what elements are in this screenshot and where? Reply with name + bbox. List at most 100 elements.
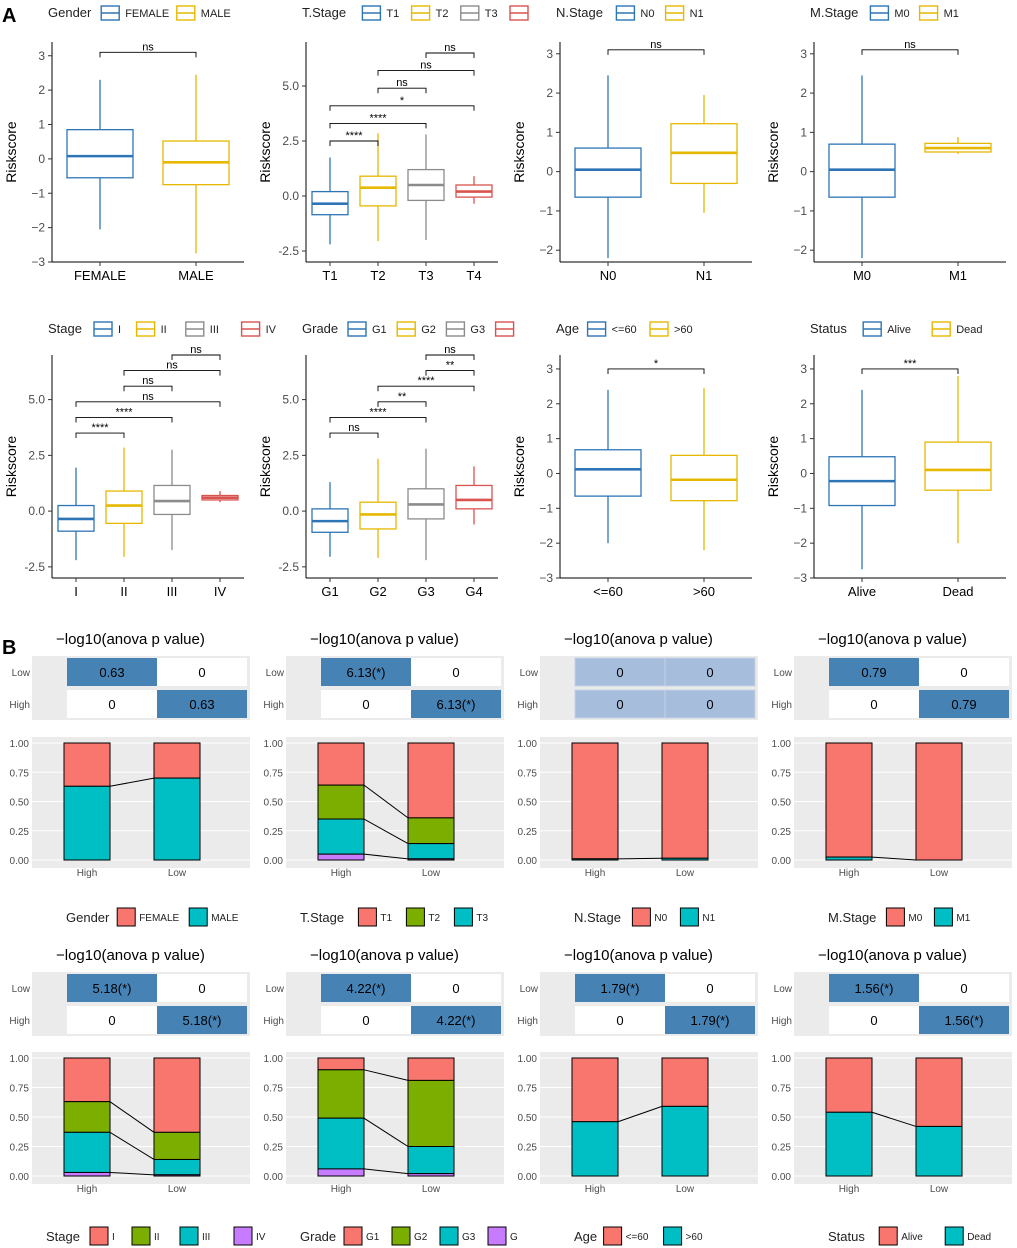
bar-x-tick-label: Low [676,1184,695,1195]
heatmap-cell [829,690,919,718]
bar-segment->60 [571,1121,619,1177]
heatmap-cell-value: 1.79(*) [600,981,639,996]
legend-title: Status [810,321,847,336]
box-iqr [359,175,397,207]
heatmap-cell-value: 0 [362,697,369,712]
heatmap-cell-value: 0 [108,1013,115,1028]
bar-y-tick-label: 0.75 [518,768,538,779]
segment-connector [109,1131,155,1160]
bar-y-tick-label: 1.00 [518,739,538,750]
legend-label: N1 [702,913,715,924]
legend-swatch [439,1226,459,1246]
legend-a3: N.Stage N0 N1 [556,5,704,21]
bar-segment-IV [63,1171,111,1177]
significance-label: *** [904,358,918,370]
significance-label: * [654,358,659,370]
x-tick-label: Dead [942,584,973,599]
comparison-bracket: **** [329,406,427,423]
legend-label: N1 [690,8,704,20]
boxplot-a8: Status Alive Dead Riskscore −3 −2 −1 0 1 2 3 Alive D… [765,321,1006,599]
legend-a6: Grade G1 G2 G3 [302,321,515,337]
significance-label: ns [904,39,916,51]
y-tick-label: −2 [539,243,553,257]
comparison-bracket: ns [123,375,173,392]
heatmap-cell-value: 0 [198,981,205,996]
legend-key [361,5,382,21]
legend-swatch [405,907,425,927]
bar-y-tick-label: 0.00 [264,1172,284,1183]
bar-y-tick-label: 0.50 [264,1113,284,1124]
heatmap-cell [157,690,247,718]
heatmap-title: −log10(anova p value) [564,947,713,964]
legend-a4: M.Stage M0 M1 [810,5,959,21]
heatmap-cell [665,974,755,1002]
legend-title: M.Stage [828,910,876,925]
comparison-bracket: **** [329,112,427,129]
legend-key [347,321,367,337]
y-tick-label: -2.5 [24,560,45,574]
heatmap-cell [575,974,665,1002]
legend-label: M0 [894,8,909,20]
bar-segment-G2 [407,1079,455,1148]
y-tick-label: 1 [800,432,807,446]
legend-label: >60 [686,1232,703,1243]
heatmap-cell-value: 5.18(*) [92,981,131,996]
heatmap-cell [411,658,501,686]
y-tick-label: −1 [539,204,553,218]
legend-key [869,5,890,21]
y-tick-label: 3 [800,362,807,376]
x-tick-label: >60 [693,584,715,599]
bar-x-tick-label: High [585,1184,606,1195]
legend-label: G2 [414,1232,428,1243]
heatmap-title: −log10(anova p value) [56,947,205,964]
bar-segment-M1 [825,856,873,861]
legend-a5: Stage I II III IV [48,321,277,337]
box-G1 [311,482,349,557]
box-G2 [359,458,397,558]
heatmap-cell [411,690,501,718]
legend-swatch [188,907,208,927]
significance-label: **** [91,422,109,434]
legend-label: Alive [887,324,911,336]
bar-y-tick-label: 0.75 [518,1084,538,1095]
heatmap-cell-value: 0 [706,697,713,712]
significance-label: **** [369,406,387,418]
comparison-bracket: ns [425,344,475,360]
legend-b4: M.Stage M0 M1 [828,907,971,927]
bar-segment-<=60 [661,1057,709,1107]
bar-y-tick-label: 1.00 [264,1054,284,1065]
bar-segment-Alive [915,1057,963,1127]
box-I [57,467,95,561]
significance-label: **** [115,406,133,418]
heatmap-cell [321,1006,411,1034]
bar-segment-T3 [407,843,455,860]
bracket-line [425,52,475,58]
heatmap-row-label: High [517,700,538,711]
legend-key [240,321,261,337]
bracket-line [329,416,427,423]
stacked-panel-b1: −log10(anova p value) Low 0.63 0 High 0 0.63 0.… [9,631,250,927]
heatmap-cell-value: 0 [706,665,713,680]
legend-label: N0 [654,913,667,924]
legend-label: I [112,1232,115,1243]
box-N1 [670,95,738,213]
bar-x-tick-label: High [839,868,860,879]
significance-label: ns [348,422,360,434]
bar-y-tick-label: 0.50 [772,1113,792,1124]
legend-a8: Status Alive Dead [810,321,982,337]
y-tick-label: 3 [38,49,45,63]
box-III [153,449,191,551]
heatmap-cell-value: 0 [452,981,459,996]
legend-b6: Grade G1 G2 G3 G [300,1226,518,1246]
bracket-line [861,368,959,374]
legend-title: Status [828,1229,865,1244]
bar-y-tick-label: 0.75 [264,768,284,779]
bar-segment-G1 [317,1057,365,1071]
heatmap-row-label: High [263,700,284,711]
y-tick-label: 3 [546,47,553,61]
box-iqr [670,454,738,502]
legend-key [396,321,416,337]
bar-segment-IV [153,1174,201,1177]
